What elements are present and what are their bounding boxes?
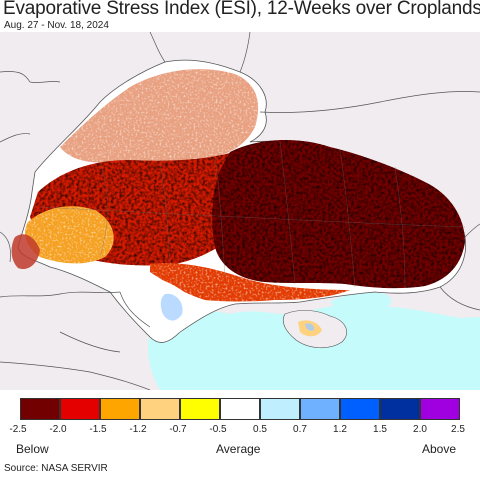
legend: -2.5 -2.0 -1.5 -1.2 -0.7 -0.5 0.5 0.7 1.… xyxy=(0,398,480,458)
legend-swatch xyxy=(260,398,300,420)
legend-swatch xyxy=(300,398,340,420)
date-range: Aug. 27 - Nov. 18, 2024 xyxy=(4,20,109,31)
esi-map xyxy=(0,32,480,390)
legend-swatch xyxy=(420,398,460,420)
legend-tick: 0.7 xyxy=(293,424,307,435)
legend-tick: 1.5 xyxy=(373,424,387,435)
country-borders xyxy=(0,32,480,390)
legend-swatch xyxy=(180,398,220,420)
legend-swatch xyxy=(60,398,100,420)
legend-tick: -1.2 xyxy=(129,424,147,435)
legend-tick: -1.5 xyxy=(89,424,107,435)
black-sea xyxy=(148,305,480,390)
sea-of-azov xyxy=(330,292,392,313)
legend-above-label: Above xyxy=(422,442,457,456)
map-title: Evaporative Stress Index (ESI), 12-Weeks… xyxy=(3,0,480,19)
legend-tick: -0.7 xyxy=(169,424,187,435)
legend-tick: 2.0 xyxy=(413,424,427,435)
legend-average-label: Average xyxy=(216,442,261,456)
legend-swatch xyxy=(220,398,260,420)
oblast-borders xyxy=(39,141,466,289)
legend-swatch xyxy=(20,398,60,420)
legend-swatch xyxy=(340,398,380,420)
legend-swatch xyxy=(380,398,420,420)
legend-tick: 0.5 xyxy=(253,424,267,435)
southwest-wet-patch xyxy=(160,293,183,321)
legend-tick: 2.5 xyxy=(451,424,465,435)
legend-tick: -2.5 xyxy=(9,424,27,435)
legend-tick: -0.5 xyxy=(209,424,227,435)
source-note: Source: NASA SERVIR xyxy=(4,463,108,474)
legend-tick: -2.0 xyxy=(49,424,67,435)
legend-below-label: Below xyxy=(16,442,49,456)
legend-tick: 1.2 xyxy=(333,424,347,435)
legend-swatch xyxy=(140,398,180,420)
western-patch xyxy=(11,234,40,270)
legend-swatch xyxy=(100,398,140,420)
